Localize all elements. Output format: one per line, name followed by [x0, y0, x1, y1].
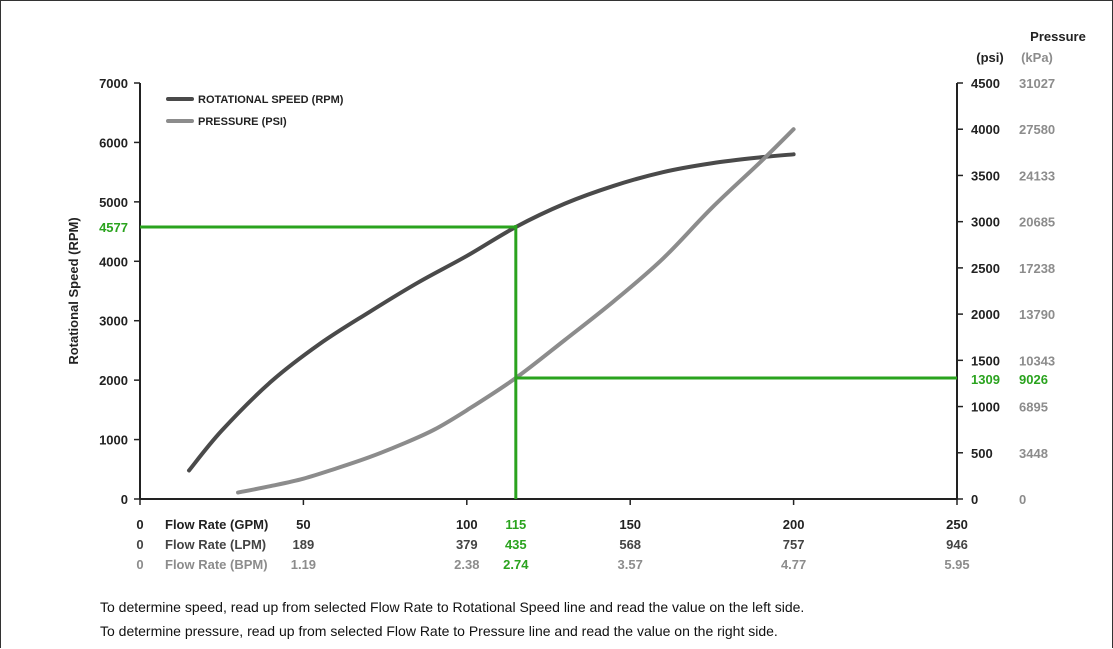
x-bpm-tick-label: 1.19: [291, 557, 316, 572]
right-unit-kpa: (kPa): [1021, 50, 1053, 65]
right-kpa-tick-label: 13790: [1019, 307, 1055, 322]
left-axis-title: Rotational Speed (RPM): [66, 217, 81, 364]
chart-notes: To determine speed, read up from selecte…: [100, 595, 804, 643]
x-gpm-tick-label: 200: [783, 517, 805, 532]
example-kpa-label: 9026: [1019, 372, 1048, 387]
legend-label: PRESSURE (PSI): [198, 116, 287, 128]
right-axis-title: Pressure: [1030, 29, 1086, 44]
x-gpm-tick-label: 50: [296, 517, 310, 532]
right-psi-tick-label: 2500: [971, 261, 1000, 276]
left-tick-label: 1000: [99, 433, 128, 448]
right-kpa-tick-label: 17238: [1019, 261, 1055, 276]
right-kpa-tick-label: 0: [1019, 492, 1026, 507]
example-psi-label: 1309: [971, 372, 1000, 387]
x-gpm-tick-label: 100: [456, 517, 478, 532]
pressure-curve: [236, 127, 796, 495]
right-kpa-tick-label: 10343: [1019, 353, 1055, 368]
right-psi-tick-label: 3000: [971, 215, 1000, 230]
example-lpm-label: 435: [505, 537, 527, 552]
x-lpm-tick-label: 946: [946, 537, 968, 552]
example-gpm-label: 115: [505, 517, 526, 532]
left-tick-label: 3000: [99, 314, 128, 329]
x-lpm-tick-label: 757: [783, 537, 805, 552]
right-psi-tick-label: 500: [971, 446, 993, 461]
right-unit-psi: (psi): [976, 50, 1003, 65]
right-kpa-tick-label: 3448: [1019, 446, 1048, 461]
right-psi-tick-label: 2000: [971, 307, 1000, 322]
right-psi-tick-label: 0: [971, 492, 978, 507]
right-psi-tick-label: 1500: [971, 353, 1000, 368]
legend-label: ROTATIONAL SPEED (RPM): [198, 94, 344, 106]
right-psi-tick-label: 1000: [971, 400, 1000, 415]
left-tick-label: 7000: [99, 76, 128, 91]
pressure-note: To determine pressure, read up from sele…: [100, 623, 778, 639]
x-lpm-tick-label: 0: [136, 537, 143, 552]
x-bpm-tick-label: 3.57: [618, 557, 643, 572]
right-psi-tick-label: 4000: [971, 122, 1000, 137]
x-lpm-tick-label: 379: [456, 537, 478, 552]
right-psi-tick-label: 3500: [971, 168, 1000, 183]
left-tick-label: 4000: [99, 254, 128, 269]
example-rpm-label: 4577: [99, 220, 128, 235]
left-tick-label: 6000: [99, 135, 128, 150]
x-row-label: Flow Rate (GPM): [165, 517, 268, 532]
right-kpa-tick-label: 24133: [1019, 168, 1055, 183]
x-bpm-tick-label: 0: [136, 557, 143, 572]
x-bpm-tick-label: 5.95: [944, 557, 969, 572]
right-kpa-tick-label: 20685: [1019, 215, 1055, 230]
x-bpm-tick-label: 2.38: [454, 557, 479, 572]
x-row-label: Flow Rate (BPM): [165, 557, 268, 572]
right-kpa-tick-label: 27580: [1019, 122, 1055, 137]
left-tick-label: 5000: [99, 195, 128, 210]
x-bpm-tick-label: 4.77: [781, 557, 806, 572]
rotational-speed-curve: [187, 152, 796, 473]
x-gpm-tick-label: 150: [619, 517, 641, 532]
x-gpm-tick-label: 0: [136, 517, 143, 532]
x-lpm-tick-label: 568: [619, 537, 641, 552]
right-kpa-tick-label: 6895: [1019, 400, 1048, 415]
left-tick-label: 2000: [99, 373, 128, 388]
right-psi-tick-label: 4500: [971, 76, 1000, 91]
x-gpm-tick-label: 250: [946, 517, 968, 532]
example-bpm-label: 2.74: [503, 557, 529, 572]
right-kpa-tick-label: 31027: [1019, 76, 1055, 91]
speed-note: To determine speed, read up from selecte…: [100, 599, 805, 615]
x-lpm-tick-label: 189: [293, 537, 315, 552]
x-row-label: Flow Rate (LPM): [165, 537, 266, 552]
left-tick-label: 0: [121, 492, 128, 507]
